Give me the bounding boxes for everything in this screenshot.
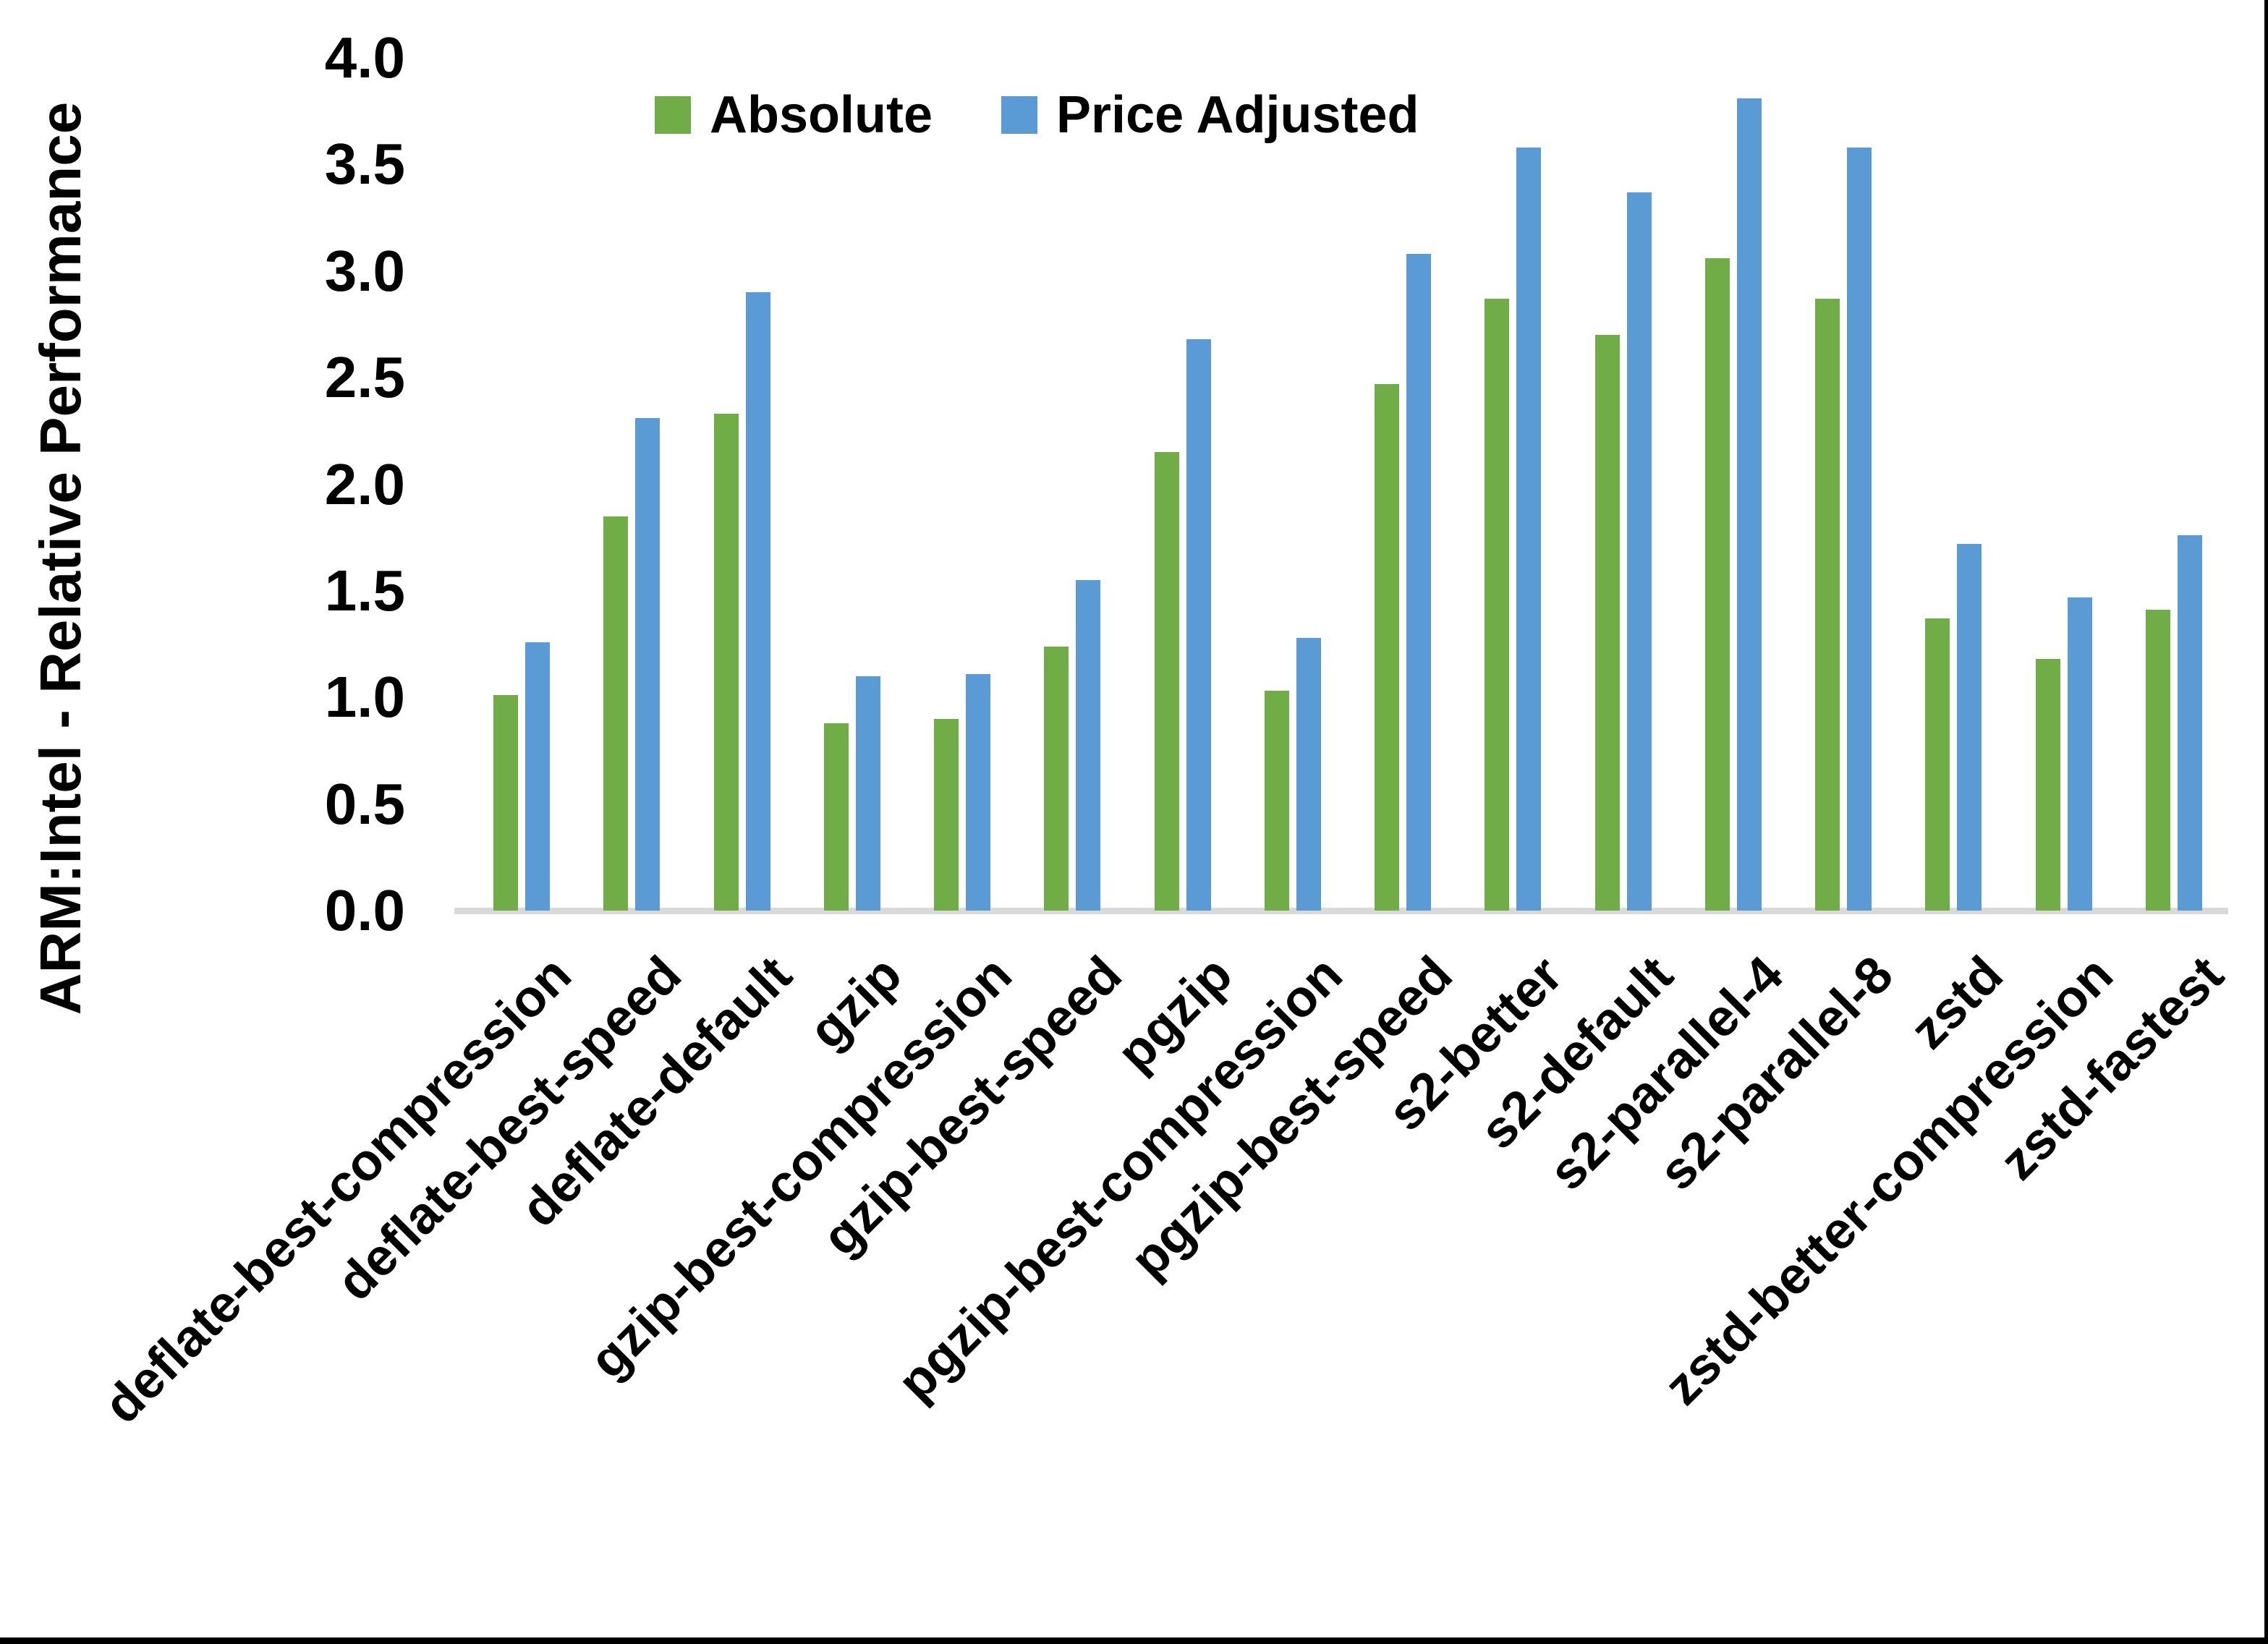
- bar-group-s2-parallel-8: [1788, 58, 1898, 911]
- bar-absolute: [493, 695, 519, 911]
- bar-price-adjusted: [1076, 580, 1101, 911]
- legend-item-absolute: Absolute: [655, 85, 933, 145]
- bar-price-adjusted: [1296, 637, 1321, 911]
- y-tick-label: 0.5: [324, 771, 405, 836]
- legend-swatch-icon: [655, 96, 691, 134]
- bar-group-s2-better: [1458, 58, 1568, 911]
- bar-price-adjusted: [1957, 544, 1982, 911]
- bar-absolute: [1154, 452, 1179, 911]
- bar-absolute: [934, 718, 959, 911]
- screen-bottom-border: [0, 1637, 2268, 1644]
- y-tick-label: 2.0: [324, 451, 405, 516]
- bar-absolute: [2145, 610, 2170, 911]
- y-tick-label: 1.0: [324, 665, 405, 730]
- bar-absolute: [1594, 335, 1620, 911]
- legend-label: Price Adjusted: [1056, 86, 1419, 144]
- bar-group-zstd-fastest: [2119, 58, 2229, 911]
- bar-price-adjusted: [525, 642, 551, 911]
- bar-price-adjusted: [2067, 597, 2092, 911]
- bar-price-adjusted: [966, 673, 991, 911]
- bar-price-adjusted: [1736, 98, 1762, 911]
- y-axis-title: ARM:Intel - Relative Performance: [28, 101, 93, 1015]
- bar-absolute: [1485, 299, 1510, 911]
- y-tick-label: 4.0: [324, 25, 405, 90]
- bar-absolute: [1925, 618, 1950, 911]
- plot-area: [467, 58, 2229, 911]
- screen-right-border: [2264, 0, 2268, 1644]
- y-tick-label: 3.0: [324, 238, 405, 303]
- bar-price-adjusted: [745, 292, 770, 911]
- bar-group-zstd-better-compression: [2009, 58, 2119, 911]
- x-category-label: deflate-best-compression: [93, 945, 582, 1435]
- bar-absolute: [1264, 691, 1289, 911]
- bar-absolute: [713, 414, 739, 911]
- bar-group-deflate-default: [687, 58, 797, 911]
- bar-price-adjusted: [1406, 254, 1432, 911]
- y-tick-label: 3.5: [324, 132, 405, 197]
- y-tick-label: 0.0: [324, 878, 405, 942]
- bar-group-gzip-best-compression: [907, 58, 1017, 911]
- bar-group-gzip: [797, 58, 907, 911]
- legend-label: Absolute: [710, 86, 933, 144]
- y-tick-label: 1.5: [324, 558, 405, 623]
- bar-group-pgzip-best-speed: [1348, 58, 1458, 911]
- bar-price-adjusted: [1516, 147, 1542, 911]
- legend: Absolute Price Adjusted: [655, 85, 1419, 145]
- bar-price-adjusted: [635, 418, 661, 911]
- bar-absolute: [2035, 659, 2060, 911]
- bar-group-deflate-best-compression: [467, 58, 577, 911]
- legend-item-price-adjusted: Price Adjusted: [1001, 85, 1419, 145]
- bar-absolute: [1044, 646, 1069, 911]
- bar-absolute: [1815, 299, 1840, 911]
- bar-group-s2-parallel-4: [1678, 58, 1788, 911]
- bar-absolute: [1704, 258, 1730, 911]
- bar-group-pgzip-best-compression: [1238, 58, 1348, 911]
- bar-price-adjusted: [1847, 147, 1872, 911]
- bar-absolute: [1375, 383, 1400, 911]
- bar-price-adjusted: [855, 676, 880, 911]
- bar-price-adjusted: [1186, 339, 1211, 911]
- x-axis-line: [454, 908, 2228, 914]
- legend-swatch-icon: [1001, 96, 1038, 134]
- bar-price-adjusted: [1626, 192, 1652, 911]
- bar-group-pgzip: [1128, 58, 1238, 911]
- bar-group-gzip-best-speed: [1017, 58, 1127, 911]
- bar-group-deflate-best-speed: [577, 58, 687, 911]
- bar-price-adjusted: [2177, 535, 2202, 911]
- bar-absolute: [823, 723, 849, 911]
- bar-group-s2-default: [1568, 58, 1678, 911]
- y-tick-label: 2.5: [324, 345, 405, 410]
- bar-absolute: [603, 516, 629, 911]
- bar-group-zstd: [1898, 58, 2008, 911]
